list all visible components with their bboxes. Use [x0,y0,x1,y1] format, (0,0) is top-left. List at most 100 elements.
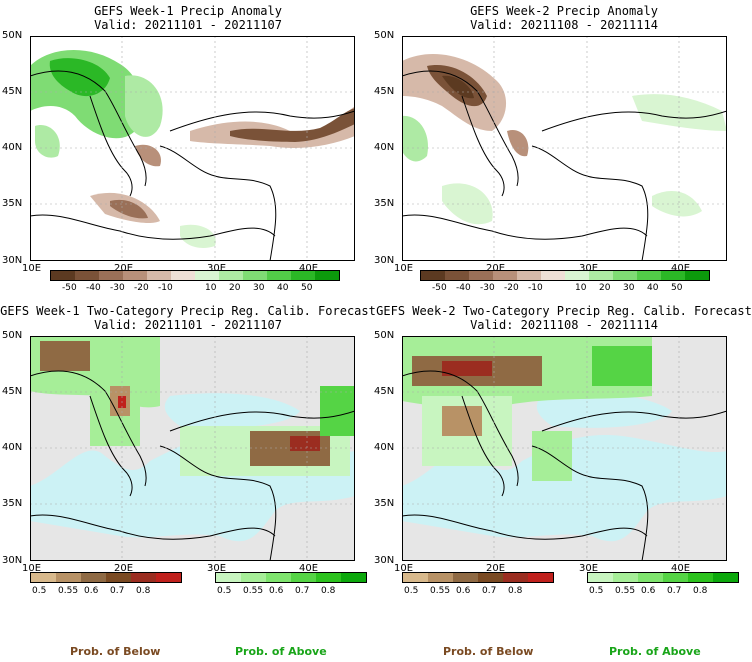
colorbar-tick-label: 10 [575,283,587,293]
latitude-tick-label: 35N [2,198,23,209]
colorbar-swatch [195,271,219,280]
prob-below-colorbar [30,572,182,583]
colorbar-swatch [493,271,517,280]
colorbar-tick-label: 50 [671,283,683,293]
colorbar-tick-label: 40 [647,283,659,293]
colorbar-swatch [75,271,99,280]
colorbar-swatch [517,271,541,280]
colorbar-swatch [688,573,713,582]
colorbar-tick-label: -50 [62,283,77,293]
latitude-tick-label: 50N [2,330,23,341]
panel-valid-date: Valid: 20211108 - 20211114 [470,18,658,32]
colorbar-swatch [31,573,56,582]
panel-title: GEFS Week-2 Two-Category Precip Reg. Cal… [376,304,752,318]
colorbar-tick-label: 0.6 [456,586,471,596]
anomaly-map-week1 [30,36,355,261]
colorbar-tick-label: 0.6 [269,586,284,596]
colorbar-tick-label: 0.8 [136,586,151,596]
colorbar-swatch [156,573,181,582]
colorbar-tick-label: 0.6 [84,586,99,596]
latitude-tick-label: 45N [374,386,395,397]
colorbar-tick-label: 20 [229,283,241,293]
colorbar-tick-label: 0.55 [430,586,451,596]
colorbar-swatch [589,271,613,280]
colorbar-tick-label: -40 [456,283,471,293]
panel-title: GEFS Week-1 Precip Anomaly [94,4,282,18]
colorbar-tick-label: 0.8 [508,586,523,596]
prob-below-label: Prob. of Below [443,645,534,658]
colorbar-swatch [51,271,75,280]
colorbar-swatch [421,271,445,280]
colorbar-swatch [243,271,267,280]
latitude-tick-label: 30N [374,555,395,566]
colorbar-swatch [216,573,241,582]
colorbar-tick-label: 0.8 [693,586,708,596]
prob-below-colorbar [402,572,554,583]
latitude-tick-label: 40N [374,442,395,453]
latitude-tick-label: 45N [2,86,23,97]
colorbar-tick-label: -20 [504,283,519,293]
latitude-tick-label: 30N [2,255,23,266]
colorbar-swatch [266,573,291,582]
longitude-tick-label: 40E [299,563,319,574]
longitude-tick-label: 30E [207,263,227,274]
longitude-tick-label: 20E [486,563,506,574]
colorbar-tick-label: -40 [86,283,101,293]
colorbar-tick-label: -10 [528,283,543,293]
colorbar-tick-label: -30 [480,283,495,293]
colorbar-swatch [267,271,291,280]
colorbar-tick-label: 0.7 [110,586,125,596]
longitude-tick-label: 20E [486,263,506,274]
colorbar-swatch [341,573,366,582]
panel-valid-date: Valid: 20211108 - 20211114 [470,318,658,332]
colorbar-tick-label: 0.7 [482,586,497,596]
prob-above-label: Prob. of Above [235,645,327,658]
colorbar-swatch [713,573,738,582]
panel-title: GEFS Week-1 Two-Category Precip Reg. Cal… [0,304,376,318]
colorbar-tick-label: 0.5 [32,586,47,596]
colorbar-tick-label: 0.55 [58,586,79,596]
colorbar-swatch [541,271,565,280]
colorbar-tick-label: 0.55 [615,586,636,596]
colorbar-swatch [99,271,123,280]
colorbar-tick-label: 0.7 [295,586,310,596]
colorbar-tick-label: 20 [599,283,611,293]
colorbar-tick-label: 0.8 [321,586,336,596]
colorbar-swatch [106,573,131,582]
prob-above-colorbar [215,572,367,583]
colorbar-swatch [613,271,637,280]
longitude-tick-label: 40E [299,263,319,274]
colorbar-swatch [56,573,81,582]
panel-valid-date: Valid: 20211101 - 20211107 [94,18,282,32]
colorbar-swatch [219,271,243,280]
colorbar-tick-label: 0.7 [667,586,682,596]
latitude-tick-label: 50N [374,30,395,41]
longitude-tick-label: 30E [579,563,599,574]
colorbar-swatch [663,573,688,582]
colorbar-tick-label: 0.5 [589,586,604,596]
prob-above-label: Prob. of Above [609,645,701,658]
colorbar-swatch [316,573,341,582]
colorbar-tick-label: -50 [432,283,447,293]
latitude-tick-label: 35N [374,198,395,209]
latitude-tick-label: 35N [2,498,23,509]
longitude-tick-label: 10E [394,563,414,574]
colorbar-swatch [123,271,147,280]
panel-valid-date: Valid: 20211101 - 20211107 [94,318,282,332]
longitude-tick-label: 30E [579,263,599,274]
colorbar-swatch [503,573,528,582]
colorbar-tick-label: 10 [205,283,217,293]
colorbar-tick-label: 40 [277,283,289,293]
latitude-tick-label: 50N [2,30,23,41]
longitude-tick-label: 30E [207,563,227,574]
colorbar-swatch [291,271,315,280]
colorbar-swatch [241,573,266,582]
probability-map-week2 [402,336,727,561]
panel-title: GEFS Week-2 Precip Anomaly [470,4,658,18]
anomaly-colorbar [50,270,340,281]
colorbar-tick-label: -10 [158,283,173,293]
latitude-tick-label: 30N [374,255,395,266]
colorbar-swatch [147,271,171,280]
latitude-tick-label: 30N [2,555,23,566]
colorbar-tick-label: 50 [301,283,313,293]
